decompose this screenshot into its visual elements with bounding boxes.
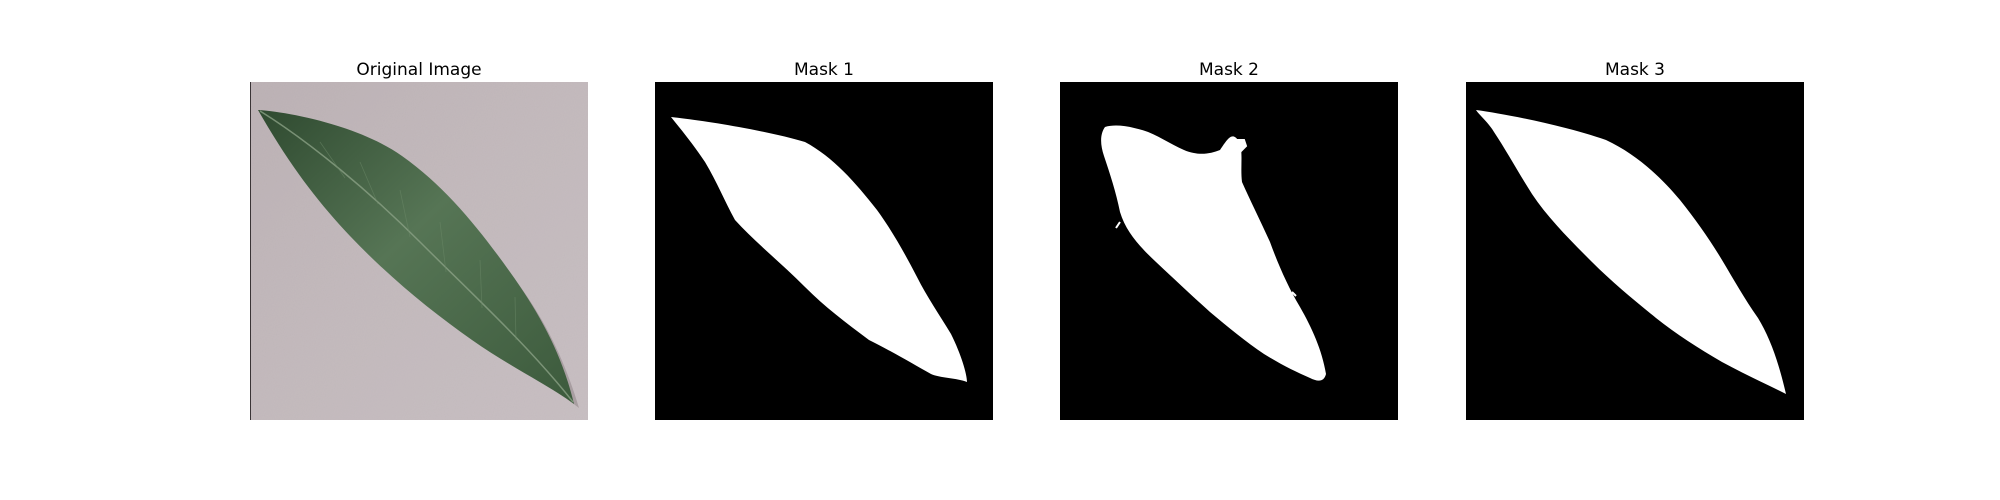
mask-shape — [671, 117, 967, 382]
panel-mask-2: Mask 2 — [1060, 58, 1398, 420]
panel-title: Mask 2 — [1198, 60, 1259, 80]
panel-mask-1: Mask 1 — [655, 58, 993, 420]
panel-title: Mask 3 — [1604, 60, 1665, 80]
mask-shape — [1476, 110, 1786, 394]
leaf-midrib — [259, 110, 574, 403]
leaf — [258, 110, 574, 404]
mask-image — [1060, 82, 1398, 420]
panel-original: Original Image — [250, 58, 588, 420]
mask-image — [655, 82, 993, 420]
panel-title: Original Image — [356, 60, 482, 80]
mask-image — [1466, 82, 1804, 420]
panel-title: Mask 1 — [793, 60, 854, 80]
panel-mask-3: Mask 3 — [1466, 58, 1804, 420]
mask-shape — [1101, 125, 1326, 381]
original-image — [250, 82, 588, 420]
